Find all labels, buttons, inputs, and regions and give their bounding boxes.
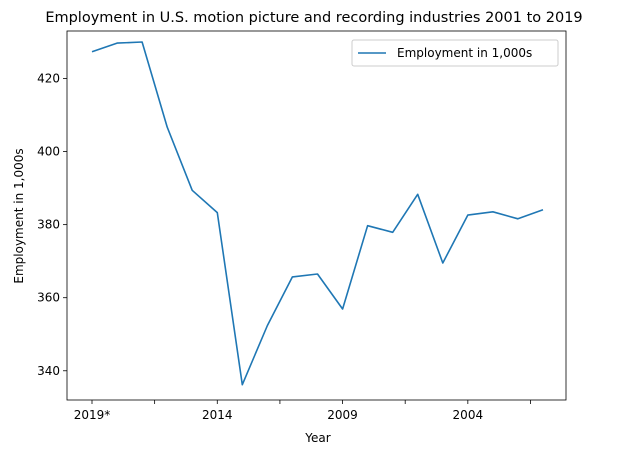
y-tick-label: 400: [37, 145, 60, 159]
x-tick-label: 2004: [453, 408, 484, 422]
y-tick-label: 360: [37, 291, 60, 305]
series-line-0: [91, 41, 544, 386]
plot-area: 340 360 380 400 420 2019* 2014 2009 2004: [37, 30, 567, 422]
y-tick-label: 380: [37, 218, 60, 232]
x-tick-label: 2014: [202, 408, 233, 422]
plot-frame: [66, 30, 567, 401]
legend: Employment in 1,000s: [351, 39, 559, 67]
y-tick-label: 420: [37, 71, 60, 85]
legend-box: [351, 39, 559, 67]
x-tick-label: 2019*: [74, 408, 111, 422]
y-tick-label: 340: [37, 364, 60, 378]
x-axis-label: Year: [304, 431, 330, 445]
legend-label: Employment in 1,000s: [397, 46, 532, 60]
chart-title: Employment in U.S. motion picture and re…: [45, 10, 582, 26]
y-axis-label: Employment in 1,000s: [12, 148, 26, 283]
x-tick-label: 2009: [327, 408, 358, 422]
